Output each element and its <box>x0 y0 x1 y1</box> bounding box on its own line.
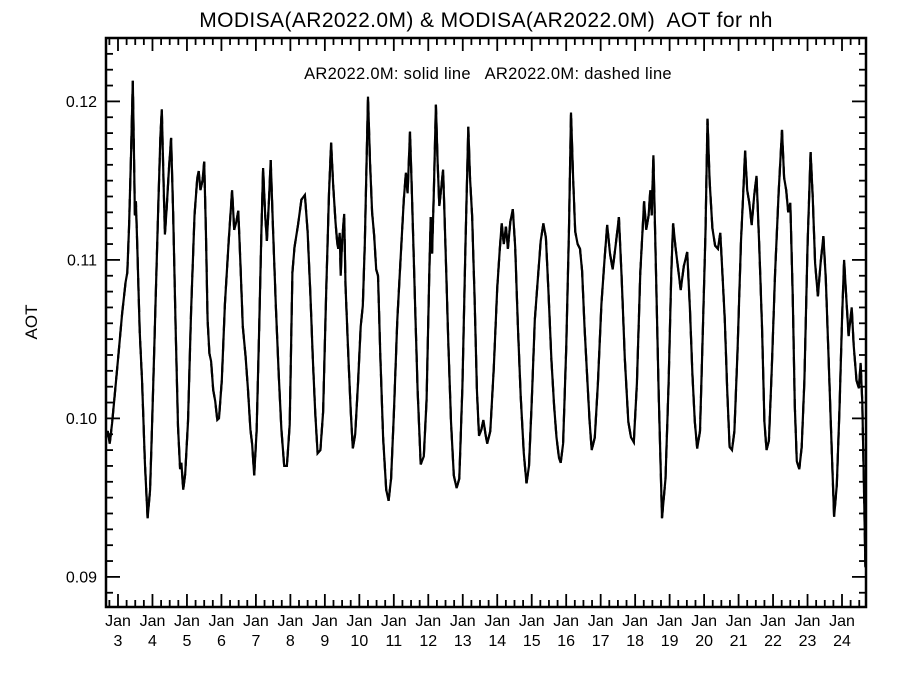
x-tick-label-day: 9 <box>320 633 329 650</box>
x-tick-label-month: Jan <box>140 613 166 630</box>
x-tick-label-month: Jan <box>381 613 407 630</box>
x-tick-label-month: Jan <box>691 613 717 630</box>
x-tick-label-day: 23 <box>799 633 817 650</box>
x-tick-label-month: Jan <box>450 613 476 630</box>
series-solid-line <box>104 80 867 568</box>
x-tick-label-month: Jan <box>760 613 786 630</box>
axes: Jan 3 Jan 4 Jan 5 Jan 6 Jan 7 Jan 8 Jan 9 Jan 10 Jan 11 Ja… <box>66 36 868 650</box>
legend-annotation: AR2022.0M: solid line AR2022.0M: dashed … <box>304 65 672 83</box>
x-tick-label-month: Jan <box>415 613 441 630</box>
x-tick-label-month: Jan <box>105 613 131 630</box>
x-tick-label-day: 8 <box>286 633 295 650</box>
x-tick-label-month: Jan <box>277 613 303 630</box>
x-tick-label-month: Jan <box>657 613 683 630</box>
x-tick-label-month: Jan <box>726 613 752 630</box>
x-tick-label-day: 10 <box>350 633 368 650</box>
x-tick-label-day: 17 <box>592 633 610 650</box>
x-tick-label-day: 13 <box>454 633 472 650</box>
x-tick-label-day: 3 <box>114 633 123 650</box>
chart-title: MODISA(AR2022.0M) & MODISA(AR2022.0M) AO… <box>199 9 773 32</box>
x-tick-label-month: Jan <box>484 613 510 630</box>
y-tick-label: 0.09 <box>66 569 97 586</box>
x-tick-label-day: 22 <box>764 633 782 650</box>
series-dashed-line <box>104 80 867 568</box>
x-tick-label-month: Jan <box>795 613 821 630</box>
x-tick-label-day: 21 <box>730 633 748 650</box>
x-tick-label-day: 16 <box>557 633 575 650</box>
x-tick-label-month: Jan <box>588 613 614 630</box>
x-tick-label-month: Jan <box>346 613 372 630</box>
x-tick-label-month: Jan <box>312 613 338 630</box>
y-tick-label: 0.10 <box>66 411 97 428</box>
y-axis-title: AOT <box>22 305 41 340</box>
x-tick-label-day: 18 <box>626 633 644 650</box>
x-tick-label-day: 7 <box>251 633 260 650</box>
x-tick-label-month: Jan <box>209 613 235 630</box>
y-tick-label: 0.11 <box>67 252 97 269</box>
data-series <box>104 80 867 568</box>
x-tick-label-day: 4 <box>148 633 157 650</box>
x-tick-label-day: 19 <box>661 633 679 650</box>
plot-frame <box>104 36 868 609</box>
x-tick-label-month: Jan <box>519 613 545 630</box>
x-tick-label-day: 5 <box>182 633 191 650</box>
x-tick-label-month: Jan <box>243 613 269 630</box>
x-tick-label-month: Jan <box>553 613 579 630</box>
y-tick-label: 0.12 <box>66 94 97 111</box>
x-tick-label-month: Jan <box>829 613 855 630</box>
x-tick-label-day: 24 <box>833 633 851 650</box>
x-tick-label-month: Jan <box>622 613 648 630</box>
x-tick-label-day: 20 <box>695 633 713 650</box>
x-tick-label-day: 14 <box>488 633 506 650</box>
x-tick-label-day: 12 <box>419 633 437 650</box>
x-tick-label-day: 6 <box>217 633 226 650</box>
x-tick-label-day: 15 <box>523 633 541 650</box>
x-tick-label-month: Jan <box>174 613 200 630</box>
x-tick-label-day: 11 <box>386 633 403 650</box>
